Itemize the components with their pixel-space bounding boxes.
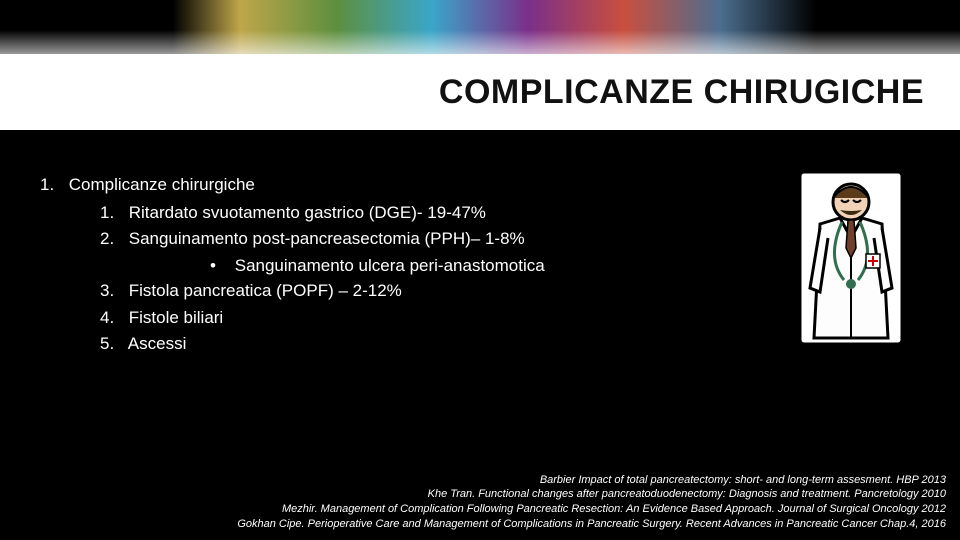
list-text: Ascessi [128, 334, 187, 353]
references-block: Barbier Impact of total pancreatectomy: … [0, 473, 946, 532]
list-text: Sanguinamento ulcera peri-anastomotica [235, 256, 545, 275]
list-number: 5. [100, 331, 124, 357]
reference-line: Barbier Impact of total pancreatectomy: … [0, 473, 946, 488]
slide: COMPLICANZE CHIRUGICHE 1. Complicanze ch… [0, 0, 960, 540]
list-text: Sanguinamento post-pancreasectomia (PPH)… [129, 229, 525, 248]
list-item: 1. Ritardato svuotamento gastrico (DGE)-… [100, 200, 680, 226]
list-item: 3. Fistola pancreatica (POPF) – 2-12% [100, 278, 680, 304]
reference-line: Mezhir. Management of Complication Follo… [0, 502, 946, 517]
list-text: Fistole biliari [129, 308, 223, 327]
list-item: 5. Ascessi [100, 331, 680, 357]
list-item: 2. Sanguinamento post-pancreasectomia (P… [100, 226, 680, 252]
list-number: 4. [100, 305, 124, 331]
list-number: 2. [100, 226, 124, 252]
list-number: 3. [100, 278, 124, 304]
list-number: 1. [40, 172, 64, 198]
list-text: Fistola pancreatica (POPF) – 2-12% [129, 281, 402, 300]
reference-line: Khe Tran. Functional changes after pancr… [0, 487, 946, 502]
list-item: 1. Complicanze chirurgiche [40, 172, 680, 198]
list-item: Sanguinamento ulcera peri-anastomotica [210, 253, 680, 279]
list-number: 1. [100, 200, 124, 226]
slide-title: COMPLICANZE CHIRUGICHE [439, 73, 924, 112]
list-text: Ritardato svuotamento gastrico (DGE)- 19… [129, 203, 486, 222]
slide-body: 1. Complicanze chirurgiche 1. Ritardato … [0, 150, 960, 540]
list-text: Complicanze chirurgiche [69, 175, 255, 194]
doctor-illustration [796, 168, 906, 348]
reference-line: Gokhan Cipe. Perioperative Care and Mana… [0, 517, 946, 532]
doctor-icon [796, 168, 906, 348]
list-item: 4. Fistole biliari [100, 305, 680, 331]
title-band: COMPLICANZE CHIRUGICHE [0, 54, 960, 130]
content-list: 1. Complicanze chirurgiche 1. Ritardato … [40, 172, 680, 358]
